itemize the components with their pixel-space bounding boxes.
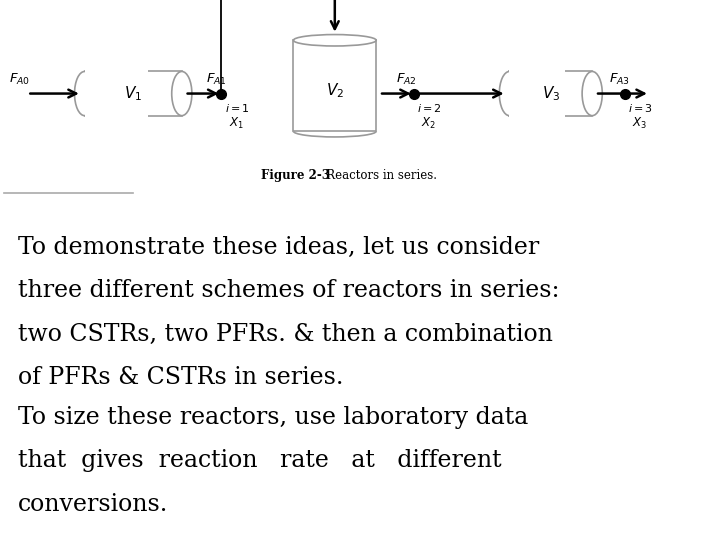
- Text: To demonstrate these ideas, let us consider: To demonstrate these ideas, let us consi…: [18, 236, 539, 259]
- Text: $X_1$: $X_1$: [229, 116, 243, 131]
- Text: $V_2$: $V_2$: [325, 82, 344, 100]
- Text: $X_3$: $X_3$: [632, 116, 647, 131]
- Polygon shape: [85, 69, 148, 118]
- Text: $i = 3$: $i = 3$: [628, 102, 653, 114]
- Ellipse shape: [500, 71, 520, 116]
- Text: Figure 2-3: Figure 2-3: [261, 169, 330, 182]
- Polygon shape: [510, 71, 592, 116]
- Ellipse shape: [294, 35, 376, 46]
- Ellipse shape: [582, 71, 602, 116]
- Text: two CSTRs, two PFRs. & then a combination: two CSTRs, two PFRs. & then a combinatio…: [18, 323, 553, 346]
- Text: $F_{A3}$: $F_{A3}$: [608, 71, 630, 86]
- Text: $F_{A1}$: $F_{A1}$: [206, 71, 227, 86]
- Ellipse shape: [75, 71, 95, 116]
- Text: $F_{A0}$: $F_{A0}$: [9, 71, 30, 86]
- Text: Reactors in series.: Reactors in series.: [315, 169, 437, 182]
- Polygon shape: [510, 69, 565, 118]
- Text: $i = 2$: $i = 2$: [418, 102, 442, 114]
- Text: $X_2$: $X_2$: [420, 116, 436, 131]
- Text: $V_3$: $V_3$: [541, 84, 560, 103]
- Polygon shape: [294, 40, 377, 131]
- Text: $F_{A2}$: $F_{A2}$: [396, 71, 416, 86]
- Text: three different schemes of reactors in series:: three different schemes of reactors in s…: [18, 279, 559, 302]
- Text: $i = 1$: $i = 1$: [225, 102, 250, 114]
- Ellipse shape: [172, 71, 192, 116]
- Text: of PFRs & CSTRs in series.: of PFRs & CSTRs in series.: [18, 367, 343, 389]
- Text: conversions.: conversions.: [18, 493, 168, 516]
- Text: To size these reactors, use laboratory data: To size these reactors, use laboratory d…: [18, 406, 528, 429]
- Text: $V_1$: $V_1$: [124, 84, 143, 103]
- Text: that  gives  reaction   rate   at   different: that gives reaction rate at different: [18, 449, 502, 472]
- Polygon shape: [85, 71, 181, 116]
